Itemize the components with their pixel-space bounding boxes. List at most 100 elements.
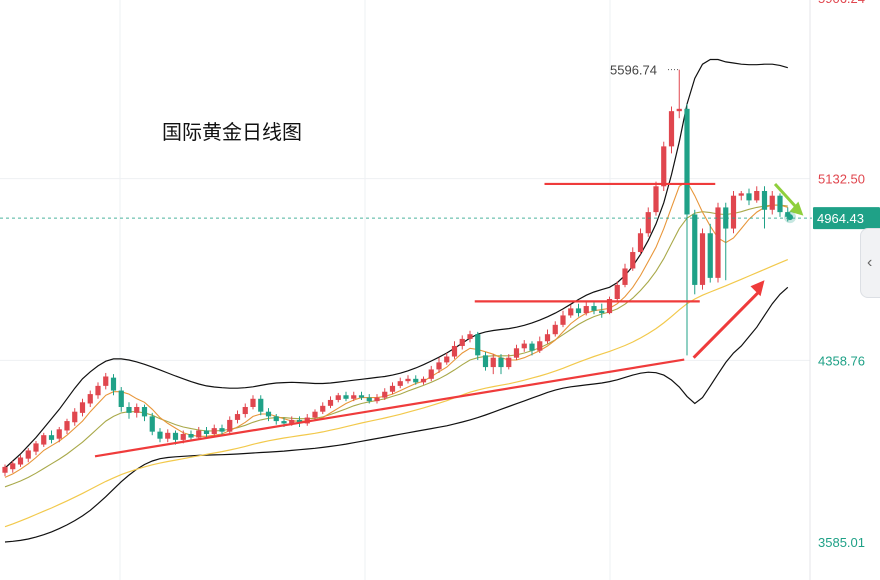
candle-body-17	[134, 406, 140, 413]
candle-body-24	[188, 433, 194, 438]
collapse-panel-button[interactable]: ‹	[860, 228, 880, 298]
candle-body-73	[568, 308, 574, 316]
candle-body-77	[599, 310, 605, 314]
candle-body-84	[653, 186, 659, 213]
candle-body-100	[777, 195, 783, 213]
candle-body-1	[10, 463, 16, 470]
trend-line-0	[94, 358, 685, 458]
candle-body-6	[48, 435, 55, 440]
candle-body-3	[25, 450, 31, 459]
y-tick-top-cut: 5906.24	[818, 0, 865, 6]
candle-body-70	[544, 334, 551, 342]
candle-body-80	[622, 268, 628, 285]
green-down-arrow-head	[789, 201, 804, 216]
candle-body-9	[72, 411, 78, 423]
candle-body-34	[265, 411, 272, 417]
candle-body-72	[560, 315, 566, 325]
peak-label: 5596.74	[610, 63, 657, 78]
candle-body-81	[630, 252, 636, 269]
candle-body-55	[428, 369, 434, 379]
candle-body-26	[203, 430, 210, 434]
candle-body-90	[699, 233, 706, 285]
ma-slow-line	[4, 259, 789, 528]
candle-body-83	[645, 212, 651, 234]
candle-body-8	[64, 421, 70, 431]
candle-body-91	[707, 233, 713, 278]
candle-body-76	[591, 306, 597, 311]
y-tick-label-2: 3585.01	[818, 535, 865, 550]
candle-body-98	[761, 190, 768, 210]
red-up-arrow-shaft	[692, 289, 762, 359]
candle-body-61	[475, 334, 481, 356]
candle-body-19	[149, 416, 155, 432]
current-price-dot	[787, 214, 793, 221]
candle-body-16	[126, 406, 132, 413]
green-down-arrow-shaft	[773, 182, 800, 211]
candle-body-87	[676, 108, 682, 112]
candle-body-52	[405, 378, 411, 382]
candle-body-40	[312, 411, 318, 418]
candle-body-94	[730, 195, 737, 229]
candle-body-97	[754, 190, 760, 201]
y-tick-label-0: 5132.50	[818, 172, 865, 187]
candle-body-85	[661, 146, 667, 187]
candle-body-32	[250, 398, 256, 407]
candle-body-75	[583, 306, 589, 314]
candle-body-25	[196, 430, 202, 438]
candle-body-60	[467, 334, 473, 339]
candle-body-22	[172, 432, 179, 440]
moving-averages	[4, 180, 789, 528]
candle-body-82	[637, 233, 644, 253]
current-price-tag	[813, 207, 880, 230]
candle-body-5	[41, 435, 47, 445]
candle-body-69	[537, 341, 543, 351]
candle-body-44	[343, 395, 349, 399]
y-axis: 5906.24 5132.50 4358.76 3585.01 4964.43	[813, 0, 880, 550]
candle-body-48	[374, 397, 380, 402]
candle-body-89	[692, 214, 698, 285]
candle-body-36	[281, 421, 287, 424]
candle-body-18	[141, 406, 148, 417]
candle-body-65	[506, 357, 512, 368]
candle-body-79	[614, 284, 620, 299]
candle-body-23	[180, 433, 186, 440]
candle-body-62	[482, 355, 489, 368]
candle-body-12	[95, 385, 101, 396]
ma-fast-line	[4, 180, 788, 478]
candle-body-45	[351, 395, 357, 399]
candle-body-101	[785, 212, 791, 217]
candle-body-42	[327, 399, 334, 406]
candle-body-30	[234, 414, 241, 420]
candle-body-93	[723, 207, 729, 229]
candles	[2, 69, 791, 477]
band-upper-line	[4, 58, 788, 469]
ma-mid-line	[4, 204, 788, 488]
candle-body-54	[420, 378, 427, 383]
candle-body-37	[289, 419, 295, 424]
candle-body-2	[17, 457, 24, 465]
candle-body-10	[79, 402, 86, 413]
candle-body-46	[358, 395, 365, 398]
annotations: 5596.74	[0, 63, 812, 458]
candle-body-96	[746, 193, 752, 201]
chevron-left-icon: ‹	[867, 254, 873, 271]
candle-body-14	[110, 377, 117, 391]
candle-body-20	[157, 431, 163, 439]
candle-body-0	[2, 466, 8, 473]
candle-body-92	[715, 207, 721, 278]
candle-body-67	[521, 343, 527, 349]
candle-body-50	[389, 385, 396, 392]
candle-body-13	[103, 376, 109, 386]
candle-body-66	[513, 348, 520, 358]
candle-body-57	[444, 356, 450, 363]
grid	[0, 0, 811, 580]
candle-body-15	[118, 390, 124, 407]
candle-body-86	[668, 111, 675, 147]
candle-body-7	[56, 429, 62, 439]
candle-body-59	[459, 338, 465, 346]
candle-body-47	[366, 397, 372, 402]
red-up-arrow-head	[750, 280, 765, 297]
candle-body-27	[211, 428, 217, 434]
